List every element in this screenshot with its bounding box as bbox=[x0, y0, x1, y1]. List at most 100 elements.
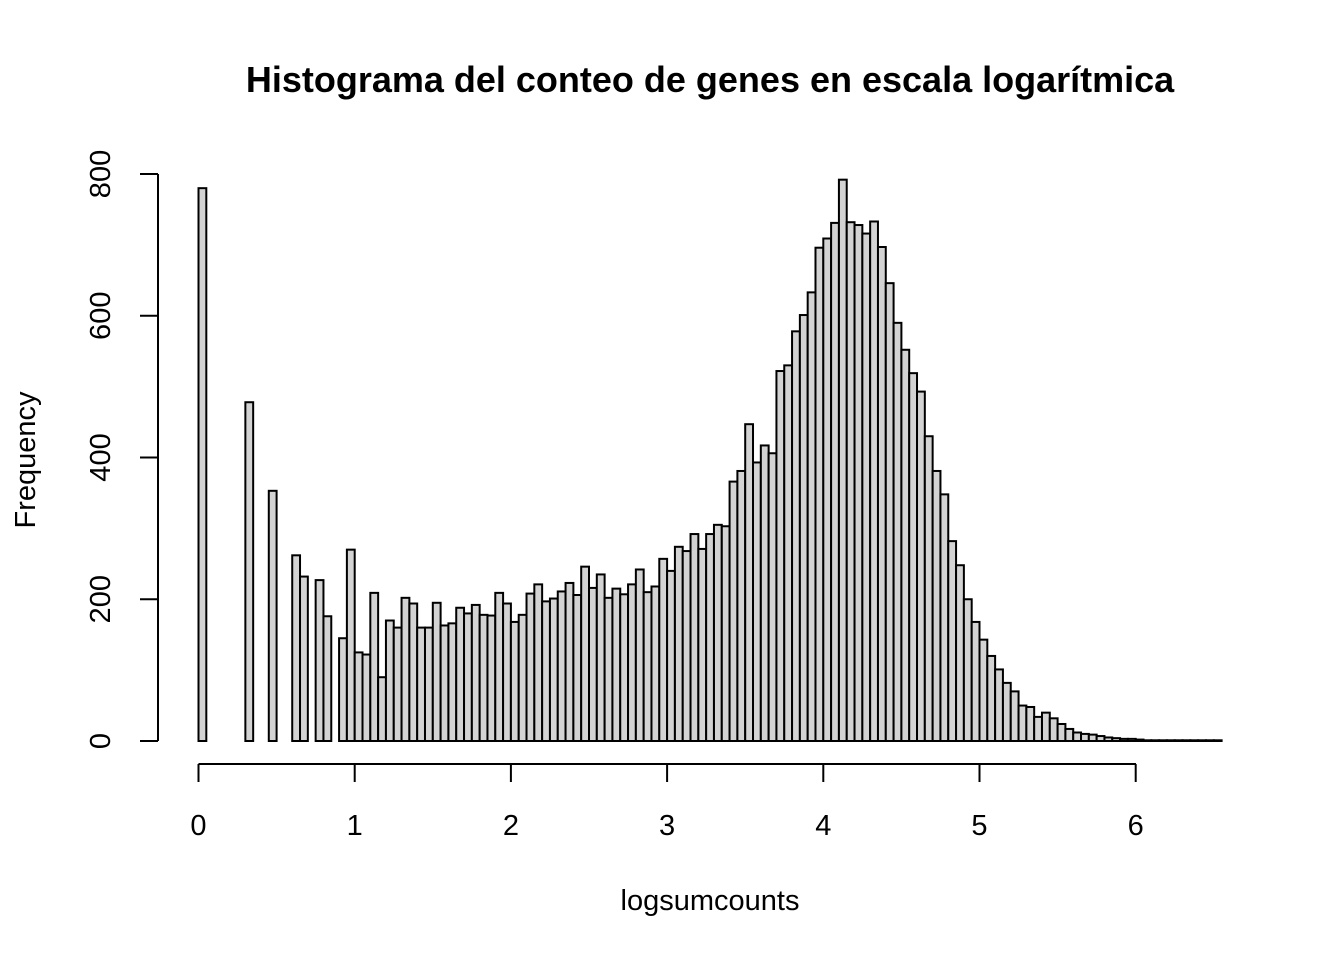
histogram-bar bbox=[1056, 722, 1067, 742]
y-tick-label: 600 bbox=[85, 292, 117, 340]
histogram-bar bbox=[822, 237, 833, 742]
histogram-bar bbox=[845, 221, 856, 742]
histogram-bar bbox=[1040, 711, 1051, 743]
histogram-bar bbox=[783, 364, 794, 742]
histogram-bar bbox=[666, 569, 676, 743]
histogram-bar bbox=[314, 579, 325, 742]
x-tick-label: 4 bbox=[815, 810, 831, 842]
histogram-bar bbox=[1080, 732, 1090, 742]
histogram-bar bbox=[369, 591, 380, 742]
histogram-bar bbox=[744, 423, 755, 742]
histogram-bar bbox=[775, 370, 786, 742]
histogram-bar bbox=[1119, 737, 1129, 742]
histogram-bar bbox=[603, 596, 614, 743]
histogram-bar bbox=[861, 232, 872, 742]
histogram-bar bbox=[408, 602, 419, 742]
x-tick-label: 2 bbox=[503, 810, 519, 842]
histogram-bar bbox=[791, 330, 801, 742]
histogram-bar bbox=[619, 593, 630, 742]
x-tick-label: 3 bbox=[659, 810, 675, 842]
histogram-bar bbox=[1095, 735, 1106, 742]
histogram-bar bbox=[627, 583, 637, 742]
histogram-bar bbox=[564, 581, 575, 743]
histogram-bar bbox=[947, 540, 958, 742]
histogram-bar bbox=[916, 390, 926, 742]
histogram-bar bbox=[572, 594, 583, 742]
histogram-bar bbox=[431, 601, 442, 742]
histogram-bar bbox=[837, 178, 848, 743]
histogram-bar bbox=[595, 573, 606, 742]
x-tick-label: 6 bbox=[1128, 810, 1144, 842]
y-axis: 0 200 400 600 800 bbox=[85, 150, 159, 749]
histogram-bar bbox=[689, 533, 700, 742]
histogram-bar bbox=[1212, 739, 1223, 742]
histogram-bar bbox=[588, 586, 598, 742]
histogram-bar bbox=[455, 606, 466, 742]
histogram-bar bbox=[697, 547, 708, 742]
histogram-bar bbox=[494, 591, 505, 742]
histogram-bar bbox=[1103, 736, 1114, 743]
histogram-bar bbox=[377, 676, 387, 743]
histogram-bar bbox=[806, 291, 817, 742]
histogram-bar bbox=[720, 525, 731, 742]
y-axis-label: Frequency bbox=[10, 391, 42, 529]
histogram-bar bbox=[548, 597, 559, 742]
histogram-bar bbox=[908, 372, 919, 742]
x-tick-label: 1 bbox=[347, 810, 363, 842]
histogram-bar bbox=[299, 575, 309, 742]
histogram-bar bbox=[1017, 704, 1028, 742]
histogram-bar bbox=[345, 548, 356, 743]
histogram-bar bbox=[986, 654, 997, 743]
histogram-bar bbox=[1033, 715, 1043, 743]
histogram-bar bbox=[1150, 739, 1161, 742]
histogram-bar bbox=[1181, 739, 1192, 742]
histogram-bar bbox=[712, 523, 723, 743]
x-tick-label: 0 bbox=[190, 810, 206, 842]
histogram-bar bbox=[541, 600, 551, 742]
histogram-bar bbox=[611, 587, 622, 742]
y-tick-label: 400 bbox=[85, 433, 117, 481]
x-tick-label: 5 bbox=[971, 810, 987, 842]
histogram-bar bbox=[939, 493, 950, 742]
histogram-bar bbox=[470, 603, 481, 742]
histogram-bar bbox=[853, 224, 864, 742]
histogram-bar bbox=[962, 598, 973, 742]
histogram-bar bbox=[728, 480, 739, 742]
y-tick-label: 0 bbox=[85, 733, 117, 749]
histogram-bar bbox=[486, 614, 497, 742]
histogram-bar bbox=[502, 602, 512, 742]
histogram-bar bbox=[767, 452, 778, 742]
x-axis: 0 1 2 3 4 5 6 bbox=[190, 763, 1144, 842]
histogram-bar bbox=[634, 568, 645, 742]
histogram-bar bbox=[892, 321, 903, 742]
y-tick-label: 800 bbox=[85, 150, 117, 198]
histogram-bar bbox=[1064, 727, 1075, 743]
histogram-bar bbox=[1142, 739, 1153, 742]
histogram-bar bbox=[400, 596, 411, 743]
histogram-bar bbox=[416, 626, 426, 742]
histogram-bar bbox=[384, 619, 395, 743]
histogram-bar bbox=[361, 653, 372, 743]
histogram-bar bbox=[353, 651, 364, 742]
y-tick-label: 200 bbox=[85, 575, 117, 623]
histogram-bar bbox=[1087, 733, 1098, 742]
histogram-bar bbox=[392, 626, 403, 742]
histogram-bar bbox=[923, 435, 934, 742]
histogram-bar bbox=[994, 668, 1004, 742]
histogram-bar bbox=[439, 624, 450, 742]
histogram-bar bbox=[322, 615, 333, 743]
histogram-bar bbox=[1165, 739, 1176, 742]
histogram-bar bbox=[556, 590, 567, 743]
histogram-bar bbox=[978, 638, 989, 743]
histogram-bar bbox=[759, 444, 770, 742]
histogram-bar bbox=[830, 221, 840, 742]
histogram-bar bbox=[642, 591, 653, 742]
histogram-bar bbox=[338, 637, 348, 742]
histogram-bar bbox=[267, 489, 278, 742]
histogram-bar bbox=[525, 592, 536, 743]
histogram-bar bbox=[1001, 681, 1012, 743]
histogram-bar bbox=[197, 187, 208, 743]
histogram-bar bbox=[1173, 739, 1184, 742]
histogram-bar bbox=[478, 613, 489, 743]
